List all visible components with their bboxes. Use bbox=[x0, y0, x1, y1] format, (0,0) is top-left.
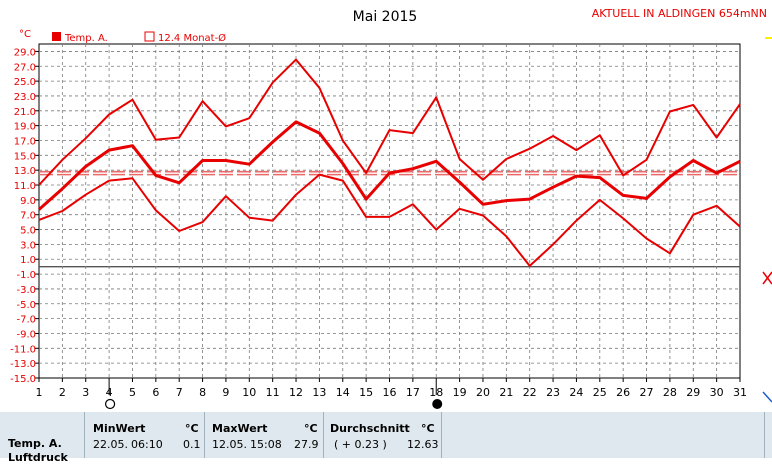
stats-panel: Temp. A. Luftdruck MinWert °C 22.05. 06:… bbox=[0, 412, 772, 464]
x-tick-label: 17 bbox=[406, 386, 420, 399]
stats-empty-cell bbox=[442, 412, 765, 458]
y-tick-label: 29.0 bbox=[14, 47, 36, 58]
x-tick-label: 25 bbox=[593, 386, 607, 399]
stats-min-time: 06:10 bbox=[131, 438, 163, 451]
y-tick-label: 19.0 bbox=[14, 122, 36, 133]
y-tick-label: 7.0 bbox=[20, 211, 36, 222]
series-line-min bbox=[38, 173, 741, 267]
stats-min-date: 22.05. bbox=[93, 438, 128, 451]
y-tick-label: -3.0 bbox=[16, 285, 36, 296]
x-tick-label: 11 bbox=[266, 386, 280, 399]
stats-row-label: Temp. A. bbox=[8, 437, 62, 450]
full-moon-icon bbox=[104, 398, 116, 410]
x-tick-label: 7 bbox=[176, 386, 183, 399]
y-tick-label: 3.0 bbox=[20, 240, 36, 251]
legend-series-label: Temp. A. bbox=[64, 33, 108, 44]
edge-cross-blue bbox=[762, 391, 772, 403]
new-moon-icon bbox=[432, 399, 443, 409]
y-tick-label: 21.0 bbox=[14, 107, 36, 118]
x-tick-label: 20 bbox=[476, 386, 490, 399]
x-tick-label: 12 bbox=[289, 386, 303, 399]
x-tick-label: 31 bbox=[733, 386, 747, 399]
x-tick-label: 30 bbox=[710, 386, 724, 399]
stats-avg-header: Durchschnitt bbox=[330, 422, 410, 435]
x-tick-label: 14 bbox=[336, 386, 350, 399]
stats-row-label-cell: Temp. A. Luftdruck bbox=[0, 412, 85, 464]
stats-avg-cell: Durchschnitt °C ( + 0.23 ) 12.63 bbox=[324, 412, 442, 458]
station-label: AKTUELL IN ALDINGEN 654mNN bbox=[592, 7, 767, 20]
y-tick-labels: 29.0 27.0 25.0 23.0 21.0 19.0 17.0 15.0 13.0 11.0… bbox=[10, 47, 39, 385]
x-tick-label: 27 bbox=[640, 386, 654, 399]
y-tick-label: -7.0 bbox=[16, 315, 36, 326]
x-tick-label: 1 bbox=[36, 386, 43, 399]
x-tick-label: 23 bbox=[546, 386, 560, 399]
stats-avg-unit: °C bbox=[421, 422, 435, 435]
stats-avg-value: 12.63 bbox=[407, 438, 439, 451]
y-tick-label: 23.0 bbox=[14, 92, 36, 103]
y-tick-label: -5.0 bbox=[16, 300, 36, 311]
temperature-chart: 29.027.025.023.021.019.017.015.013.011.0… bbox=[10, 7, 772, 410]
grid bbox=[39, 44, 740, 378]
stats-min-header: MinWert bbox=[93, 422, 146, 435]
y-tick-label: 25.0 bbox=[14, 77, 36, 88]
legend-avg-label: 12.4 Monat-Ø bbox=[158, 32, 226, 44]
edge-cross-red-b bbox=[762, 271, 772, 285]
y-tick-label: 27.0 bbox=[14, 62, 36, 73]
y-tick-label: -1.0 bbox=[16, 270, 36, 281]
y-tick-label: -13.0 bbox=[10, 359, 36, 370]
y-tick-label: 11.0 bbox=[14, 181, 36, 192]
right-edge-decorations bbox=[762, 37, 772, 403]
moon-phases bbox=[104, 382, 443, 410]
x-tick-label: 6 bbox=[152, 386, 159, 399]
legend-avg-swatch bbox=[144, 31, 155, 42]
stats-max-unit: °C bbox=[304, 422, 318, 435]
y-tick-label: 15.0 bbox=[14, 151, 36, 162]
stats-min-value: 0.1 bbox=[183, 438, 201, 451]
x-tick-label: 5 bbox=[129, 386, 136, 399]
y-tick-label: -9.0 bbox=[16, 329, 36, 340]
x-tick-label: 28 bbox=[663, 386, 677, 399]
y-tick-label: 9.0 bbox=[20, 196, 36, 207]
chart-title: Mai 2015 bbox=[353, 9, 418, 25]
x-tick-label: 8 bbox=[199, 386, 206, 399]
stats-max-time: 15:08 bbox=[250, 438, 282, 451]
stats-min-cell: MinWert °C 22.05. 06:10 0.1 bbox=[85, 412, 205, 458]
x-tick-label: 9 bbox=[222, 386, 229, 399]
x-tick-label: 24 bbox=[569, 386, 583, 399]
y-tick-label: -11.0 bbox=[10, 344, 36, 355]
y-tick-label: 5.0 bbox=[20, 226, 36, 237]
stats-max-cell: MaxWert °C 12.05. 15:08 27.9 bbox=[205, 412, 324, 458]
y-tick-label: 17.0 bbox=[14, 136, 36, 147]
series-line-mittel bbox=[38, 120, 741, 211]
x-tick-labels: 1234567891011121314151617181920212223242… bbox=[36, 378, 747, 399]
stats-max-date: 12.05. bbox=[212, 438, 247, 451]
y-tick-label: -15.0 bbox=[10, 374, 36, 385]
x-tick-label: 16 bbox=[383, 386, 397, 399]
y-tick-label: 1.0 bbox=[20, 255, 36, 266]
stats-max-value: 27.9 bbox=[294, 438, 319, 451]
stats-avg-delta: ( + 0.23 ) bbox=[334, 438, 387, 451]
x-tick-label: 22 bbox=[523, 386, 537, 399]
x-tick-label: 15 bbox=[359, 386, 373, 399]
series-line-max bbox=[38, 58, 741, 186]
x-tick-label: 10 bbox=[242, 386, 256, 399]
x-tick-label: 26 bbox=[616, 386, 630, 399]
y-axis-unit: °C bbox=[19, 29, 31, 40]
x-tick-label: 19 bbox=[453, 386, 467, 399]
x-tick-label: 29 bbox=[686, 386, 700, 399]
x-tick-label: 3 bbox=[82, 386, 89, 399]
stats-max-header: MaxWert bbox=[212, 422, 268, 435]
series bbox=[38, 58, 741, 267]
x-tick-label: 13 bbox=[312, 386, 326, 399]
y-tick-label: 13.0 bbox=[14, 166, 36, 177]
x-tick-label: 21 bbox=[499, 386, 513, 399]
x-tick-label: 2 bbox=[59, 386, 66, 399]
legend-series-swatch bbox=[52, 32, 61, 41]
stats-min-unit: °C bbox=[185, 422, 199, 435]
